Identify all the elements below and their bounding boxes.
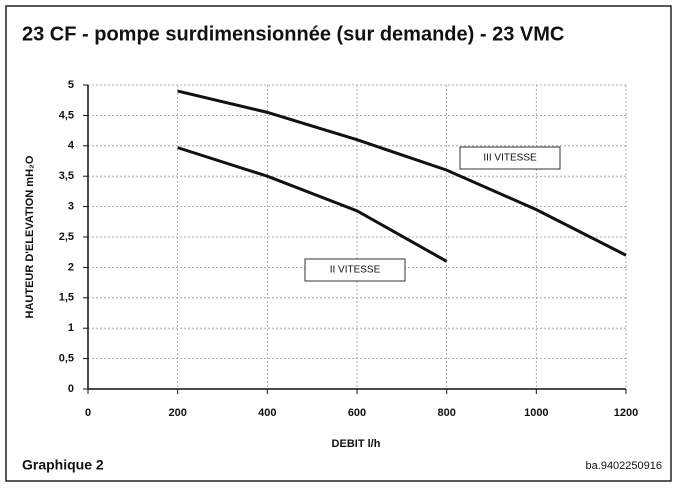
- series-label-box: [304, 258, 406, 282]
- x-tick-label: 1200: [614, 407, 638, 419]
- series-label-box: [459, 146, 561, 170]
- y-tick-label: 4,5: [59, 109, 74, 121]
- series-label: II VITESSE: [330, 265, 381, 276]
- chart-title: 23 CF - pompe surdimensionnée (sur deman…: [22, 23, 564, 45]
- series-line: [177, 89, 627, 257]
- y-tick-label: 2,5: [59, 231, 74, 243]
- y-tick-label: 5: [68, 79, 74, 91]
- y-tick-label: 4: [68, 140, 75, 152]
- x-tick-label: 200: [168, 407, 186, 419]
- series-line: [177, 146, 448, 263]
- x-tick-label: 400: [258, 407, 276, 419]
- x-axis-label: DEBIT l/h: [332, 438, 381, 450]
- y-tick-label: 0: [68, 383, 74, 395]
- footer-left: Graphique 2: [22, 457, 104, 473]
- y-tick-label: 1,5: [59, 292, 74, 304]
- y-axis-label: HAUTEUR D'ELEVATION mH₂O: [24, 155, 36, 318]
- frame: [5, 5, 672, 482]
- x-tick-label: 800: [437, 407, 455, 419]
- series-label: III VITESSE: [483, 153, 537, 164]
- x-tick-label: 1000: [524, 407, 548, 419]
- y-tick-label: 3,5: [59, 170, 74, 182]
- y-tick-label: 1: [68, 322, 74, 334]
- footer-right: ba.9402250916: [586, 460, 662, 472]
- y-tick-label: 2: [68, 261, 74, 273]
- y-tick-label: 0,5: [59, 353, 74, 365]
- x-tick-label: 600: [348, 407, 366, 419]
- x-tick-label: 0: [85, 407, 91, 419]
- y-tick-label: 3: [68, 201, 74, 213]
